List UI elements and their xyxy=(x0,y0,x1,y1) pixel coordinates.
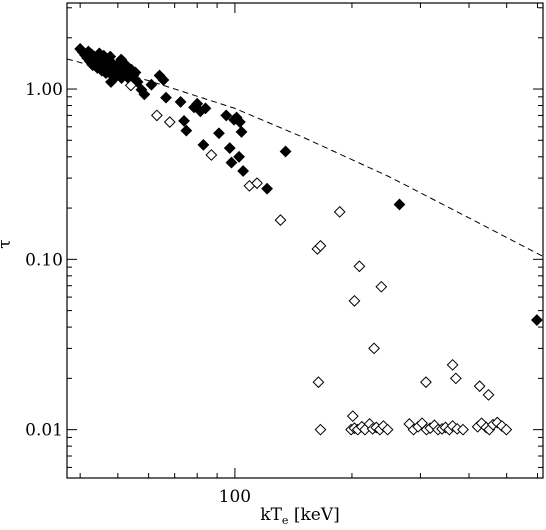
open-diamond-point xyxy=(274,214,287,226)
open-diamond-point xyxy=(150,109,163,122)
filled-diamond-point xyxy=(174,96,187,108)
open-diamond-point xyxy=(312,376,325,389)
open-diamond-point xyxy=(314,239,327,252)
filled-diamond-point xyxy=(160,91,172,104)
filled-diamond-point xyxy=(105,76,117,88)
open-diamond-point xyxy=(333,205,346,218)
filled-diamond-point xyxy=(223,142,236,154)
filled-diamond-point xyxy=(115,53,128,66)
x-tick-label: 100 xyxy=(219,487,251,507)
open-diamond-point xyxy=(348,294,361,307)
filled-diamond-point xyxy=(261,182,273,195)
data-series xyxy=(66,43,544,436)
open-diamond-point xyxy=(381,423,394,436)
filled-diamond-point xyxy=(220,109,233,122)
filled-diamond-point xyxy=(225,156,238,169)
filled-diamond-point xyxy=(178,114,190,127)
y-axis-label: τ xyxy=(0,239,15,248)
y-tick-label: 1.00 xyxy=(25,80,63,100)
filled-diamond-point xyxy=(129,66,142,79)
filled-diamond-point xyxy=(235,126,248,138)
filled-diamond-point xyxy=(530,314,543,326)
filled-diamond-point xyxy=(138,88,151,101)
filled-diamond-point xyxy=(213,127,225,140)
open-diamond-point xyxy=(163,116,176,128)
filled-diamond-point xyxy=(279,145,292,158)
open-diamond-point xyxy=(446,358,459,371)
y-tick-label: 0.01 xyxy=(25,421,63,441)
filled-diamond-point xyxy=(197,138,210,151)
x-axis-label-unit: [keV] xyxy=(288,505,339,525)
filled-diamond-point xyxy=(199,102,212,115)
open-diamond-point xyxy=(457,423,469,436)
model-dashed-line xyxy=(66,58,544,257)
filled-diamond-point xyxy=(97,49,110,62)
filled-diamond-point xyxy=(233,116,246,128)
open-diamond-point xyxy=(124,79,137,92)
open-diamond-point xyxy=(473,380,486,393)
open-diamond-point xyxy=(482,388,495,401)
filled-diamond-point xyxy=(145,78,158,91)
open-diamond-point xyxy=(346,410,359,423)
filled-diamond-point xyxy=(157,74,170,86)
x-axis-label-subscript: e xyxy=(282,514,289,527)
open-diamond-point xyxy=(449,372,462,385)
open-diamond-point xyxy=(353,260,366,273)
open-diamond-point xyxy=(368,342,380,355)
open-diamond-point xyxy=(420,376,432,389)
filled-diamond-point xyxy=(233,150,245,163)
filled-diamond-point xyxy=(393,198,406,211)
axis-ticks xyxy=(67,3,543,478)
axis-tick-labels: 100 0.01 0.10 1.00 xyxy=(25,80,251,507)
x-axis-label: kTe [keV] xyxy=(260,505,339,527)
open-diamond-point xyxy=(251,177,263,190)
filled-diamond-point xyxy=(237,165,250,177)
filled-diamond-point xyxy=(180,124,193,137)
plot-frame xyxy=(66,2,544,479)
open-diamond-point xyxy=(205,149,218,161)
y-tick-label: 0.10 xyxy=(25,250,63,270)
open-diamond-point xyxy=(375,280,388,293)
open-diamond-point xyxy=(500,423,513,436)
open-diamond-point xyxy=(314,423,327,436)
